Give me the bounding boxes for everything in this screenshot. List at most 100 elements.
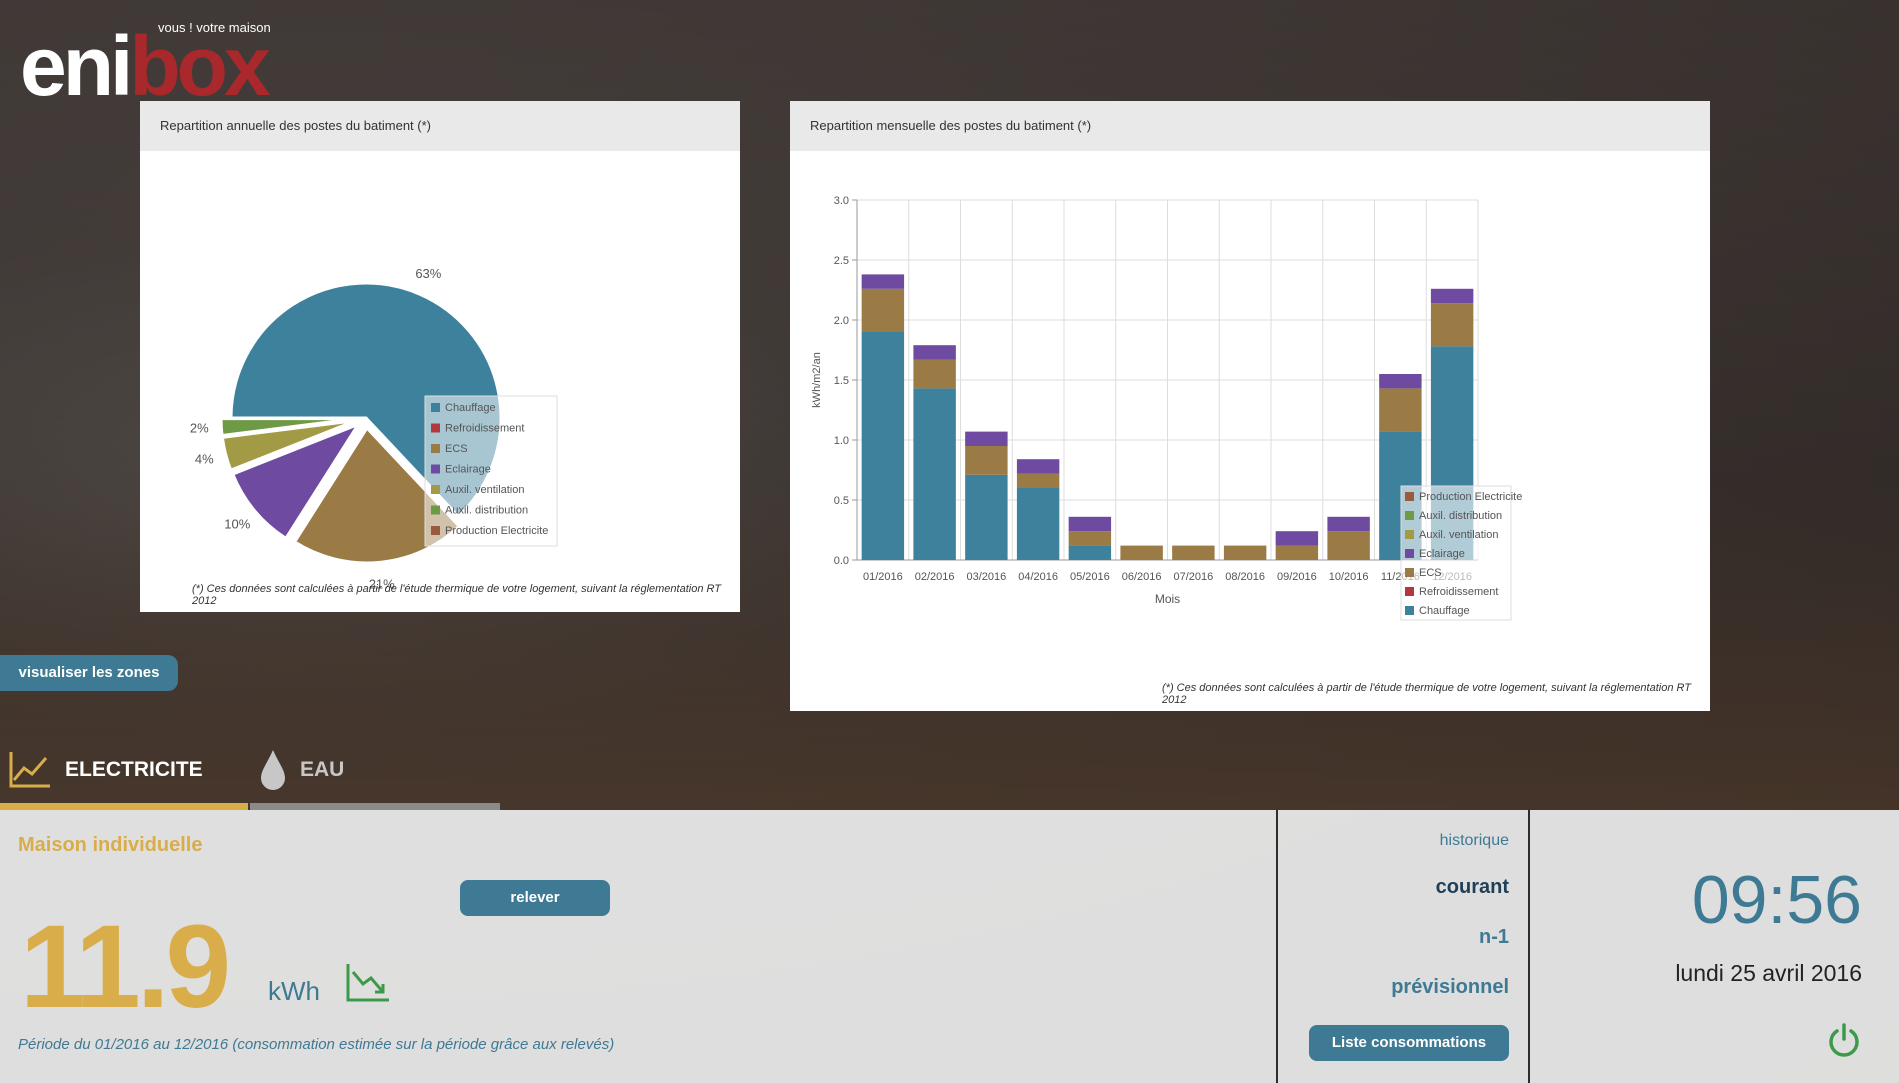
bar-legend-swatch-refroidissement bbox=[1405, 587, 1414, 596]
bar-eclairage-04-2016 bbox=[1016, 459, 1060, 474]
pie-label-chauffage: 63% bbox=[415, 266, 441, 281]
menu-n-1[interactable]: n-1 bbox=[1479, 926, 1509, 948]
x-tick-label: 03/2016 bbox=[966, 571, 1006, 583]
x-axis-label: Mois bbox=[1155, 592, 1180, 606]
pie-legend-swatch-eclairage bbox=[431, 464, 440, 474]
x-tick-label: 05/2016 bbox=[1070, 571, 1110, 583]
x-tick-label: 01/2016 bbox=[863, 571, 903, 583]
divider-right bbox=[1528, 810, 1530, 1083]
view-zones-button[interactable]: visualiser les zones bbox=[0, 655, 178, 691]
y-tick-label: 2.5 bbox=[834, 255, 849, 267]
logo-word-white: eni bbox=[20, 19, 133, 113]
x-tick-label: 08/2016 bbox=[1225, 571, 1265, 583]
y-axis-label: kWh/m2/an bbox=[811, 352, 823, 408]
pie-legend-item-production-electricite: Production Electricite bbox=[445, 525, 548, 537]
bar-eclairage-02-2016 bbox=[913, 345, 956, 360]
bar-ecs-03-2016 bbox=[965, 446, 1008, 475]
bar-legend: Production Electricite Auxil. distributio… bbox=[1400, 485, 1522, 621]
pie-legend-swatch-ecs bbox=[431, 444, 440, 453]
tab-eau-indicator bbox=[250, 803, 500, 810]
power-icon[interactable] bbox=[1826, 1022, 1862, 1058]
bar-ecs-11-2016 bbox=[1379, 388, 1422, 432]
tab-eau[interactable]: EAU bbox=[250, 745, 500, 795]
bar-eclairage-10-2016 bbox=[1327, 516, 1370, 532]
pie-slice-auxil-ventilation bbox=[220, 418, 357, 473]
divider-left bbox=[1276, 810, 1278, 1083]
monthly-breakdown-panel: Repartition mensuelle des postes du bati… bbox=[790, 101, 1710, 711]
monthly-bar-chart: 0.0 0.5 1.0 1.5 2.0 2.5 3.0 01/2016 02/2016 03/20… bbox=[811, 195, 1522, 621]
period-text: Période du 01/2016 au 12/2016 (consommat… bbox=[18, 1036, 615, 1053]
pie-slice-eclairage bbox=[230, 421, 363, 541]
bar-eclairage-03-2016 bbox=[965, 431, 1008, 446]
bar-ecs-10-2016 bbox=[1327, 531, 1370, 560]
bar-eclairage-05-2016 bbox=[1068, 516, 1112, 532]
x-tick-label: 09/2016 bbox=[1277, 571, 1317, 583]
bar-eclairage-11-2016 bbox=[1379, 374, 1422, 389]
x-tick-label: 02/2016 bbox=[915, 571, 955, 583]
pie-legend: Chauffage Refroidissement ECS Eclairage Auxi… bbox=[424, 395, 558, 547]
pie-label-auxil-distribution: 2% bbox=[190, 420, 209, 435]
line-chart-icon bbox=[9, 752, 50, 788]
bar-chauffage-03-2016 bbox=[965, 474, 1008, 560]
bar-ecs-04-2016 bbox=[1016, 473, 1060, 488]
enibox-logo: vous ! votre maison enibox bbox=[20, 18, 290, 108]
bar-eclairage-09-2016 bbox=[1275, 531, 1319, 546]
x-tick-label: 06/2016 bbox=[1122, 571, 1162, 583]
menu-previsionnel[interactable]: prévisionnel bbox=[1391, 976, 1509, 998]
bar-legend-item-ecs: ECS bbox=[1419, 567, 1442, 579]
clock-date: lundi 25 avril 2016 bbox=[1675, 960, 1862, 986]
clock-time: 09:56 bbox=[1691, 862, 1862, 938]
bar-eclairage-12-2016 bbox=[1430, 288, 1474, 304]
bar-legend-swatch-ecs bbox=[1405, 568, 1414, 577]
trend-down-icon bbox=[346, 964, 389, 1002]
housing-type: Maison individuelle bbox=[18, 834, 203, 856]
pie-legend-swatch-chauffage bbox=[431, 403, 440, 412]
pie-legend-swatch-refroidissement bbox=[431, 423, 440, 433]
pie-label-ecs: 21% bbox=[369, 576, 395, 591]
x-tick-label: 07/2016 bbox=[1173, 571, 1213, 583]
releve-button[interactable]: relever bbox=[460, 880, 610, 916]
tab-electricite-label: ELECTRICITE bbox=[65, 758, 203, 781]
bar-legend-item-auxil-ventilation: Auxil. ventilation bbox=[1419, 529, 1499, 541]
bar-legend-swatch-production-electricite bbox=[1405, 492, 1414, 501]
pie-legend-item-auxil-ventilation: Auxil. ventilation bbox=[445, 484, 525, 496]
pie-legend-item-eclairage: Eclairage bbox=[445, 464, 491, 476]
pie-legend-item-ecs: ECS bbox=[445, 443, 468, 455]
consumption-unit: kWh bbox=[268, 976, 320, 1006]
pie-label-eclairage: 10% bbox=[224, 516, 250, 531]
bar-ecs-12-2016 bbox=[1430, 303, 1474, 347]
consumption-value: 11.9 bbox=[20, 901, 231, 1033]
liste-consommations-button[interactable]: Liste consommations bbox=[1309, 1025, 1509, 1061]
y-tick-label: 1.0 bbox=[834, 435, 849, 447]
monthly-breakdown-title: Repartition mensuelle des postes du bati… bbox=[790, 101, 1710, 151]
monthly-footnote: (*) Ces données sont calculées à partir … bbox=[1162, 682, 1691, 706]
pie-legend-box bbox=[424, 395, 558, 547]
menu-courant[interactable]: courant bbox=[1435, 876, 1509, 898]
y-tick-label: 2.0 bbox=[834, 315, 849, 327]
annual-pie-chart: 63% 21% 10% 4% 2% Chauffage Refroidissement ECS… bbox=[190, 266, 558, 591]
y-tick-label: 0.5 bbox=[834, 495, 849, 507]
pie-legend-item-refroidissement: Refroidissement bbox=[445, 423, 524, 435]
bar-legend-swatch-chauffage bbox=[1405, 606, 1414, 615]
logo-word-red: box bbox=[129, 19, 270, 113]
bar-eclairage-01-2016 bbox=[861, 274, 905, 289]
pie-slice-auxil-distribution bbox=[219, 417, 357, 438]
bar-ecs-08-2016 bbox=[1223, 545, 1267, 560]
bar-legend-swatch-eclairage bbox=[1405, 549, 1414, 558]
tab-electricite-indicator bbox=[0, 803, 248, 810]
tab-eau-label: EAU bbox=[300, 758, 345, 781]
annual-breakdown-panel: Repartition annuelle des postes du batim… bbox=[140, 101, 740, 612]
pie-legend-swatch-auxil-ventilation bbox=[431, 485, 440, 494]
pie-legend-item-chauffage: Chauffage bbox=[445, 402, 496, 414]
bar-ecs-01-2016 bbox=[861, 288, 905, 332]
bar-legend-item-chauffage: Chauffage bbox=[1419, 605, 1470, 617]
bar-legend-item-auxil-distribution: Auxil. distribution bbox=[1419, 510, 1502, 522]
y-tick-label: 1.5 bbox=[834, 375, 849, 387]
bar-legend-swatch-auxil-distribution bbox=[1405, 511, 1414, 520]
bar-chauffage-04-2016 bbox=[1016, 488, 1060, 560]
menu-historique[interactable]: historique bbox=[1439, 832, 1509, 849]
tab-electricite[interactable]: ELECTRICITE bbox=[0, 745, 248, 795]
logo-word: enibox bbox=[20, 24, 271, 108]
bar-chauffage-01-2016 bbox=[861, 332, 905, 560]
bar-legend-item-eclairage: Eclairage bbox=[1419, 548, 1465, 560]
